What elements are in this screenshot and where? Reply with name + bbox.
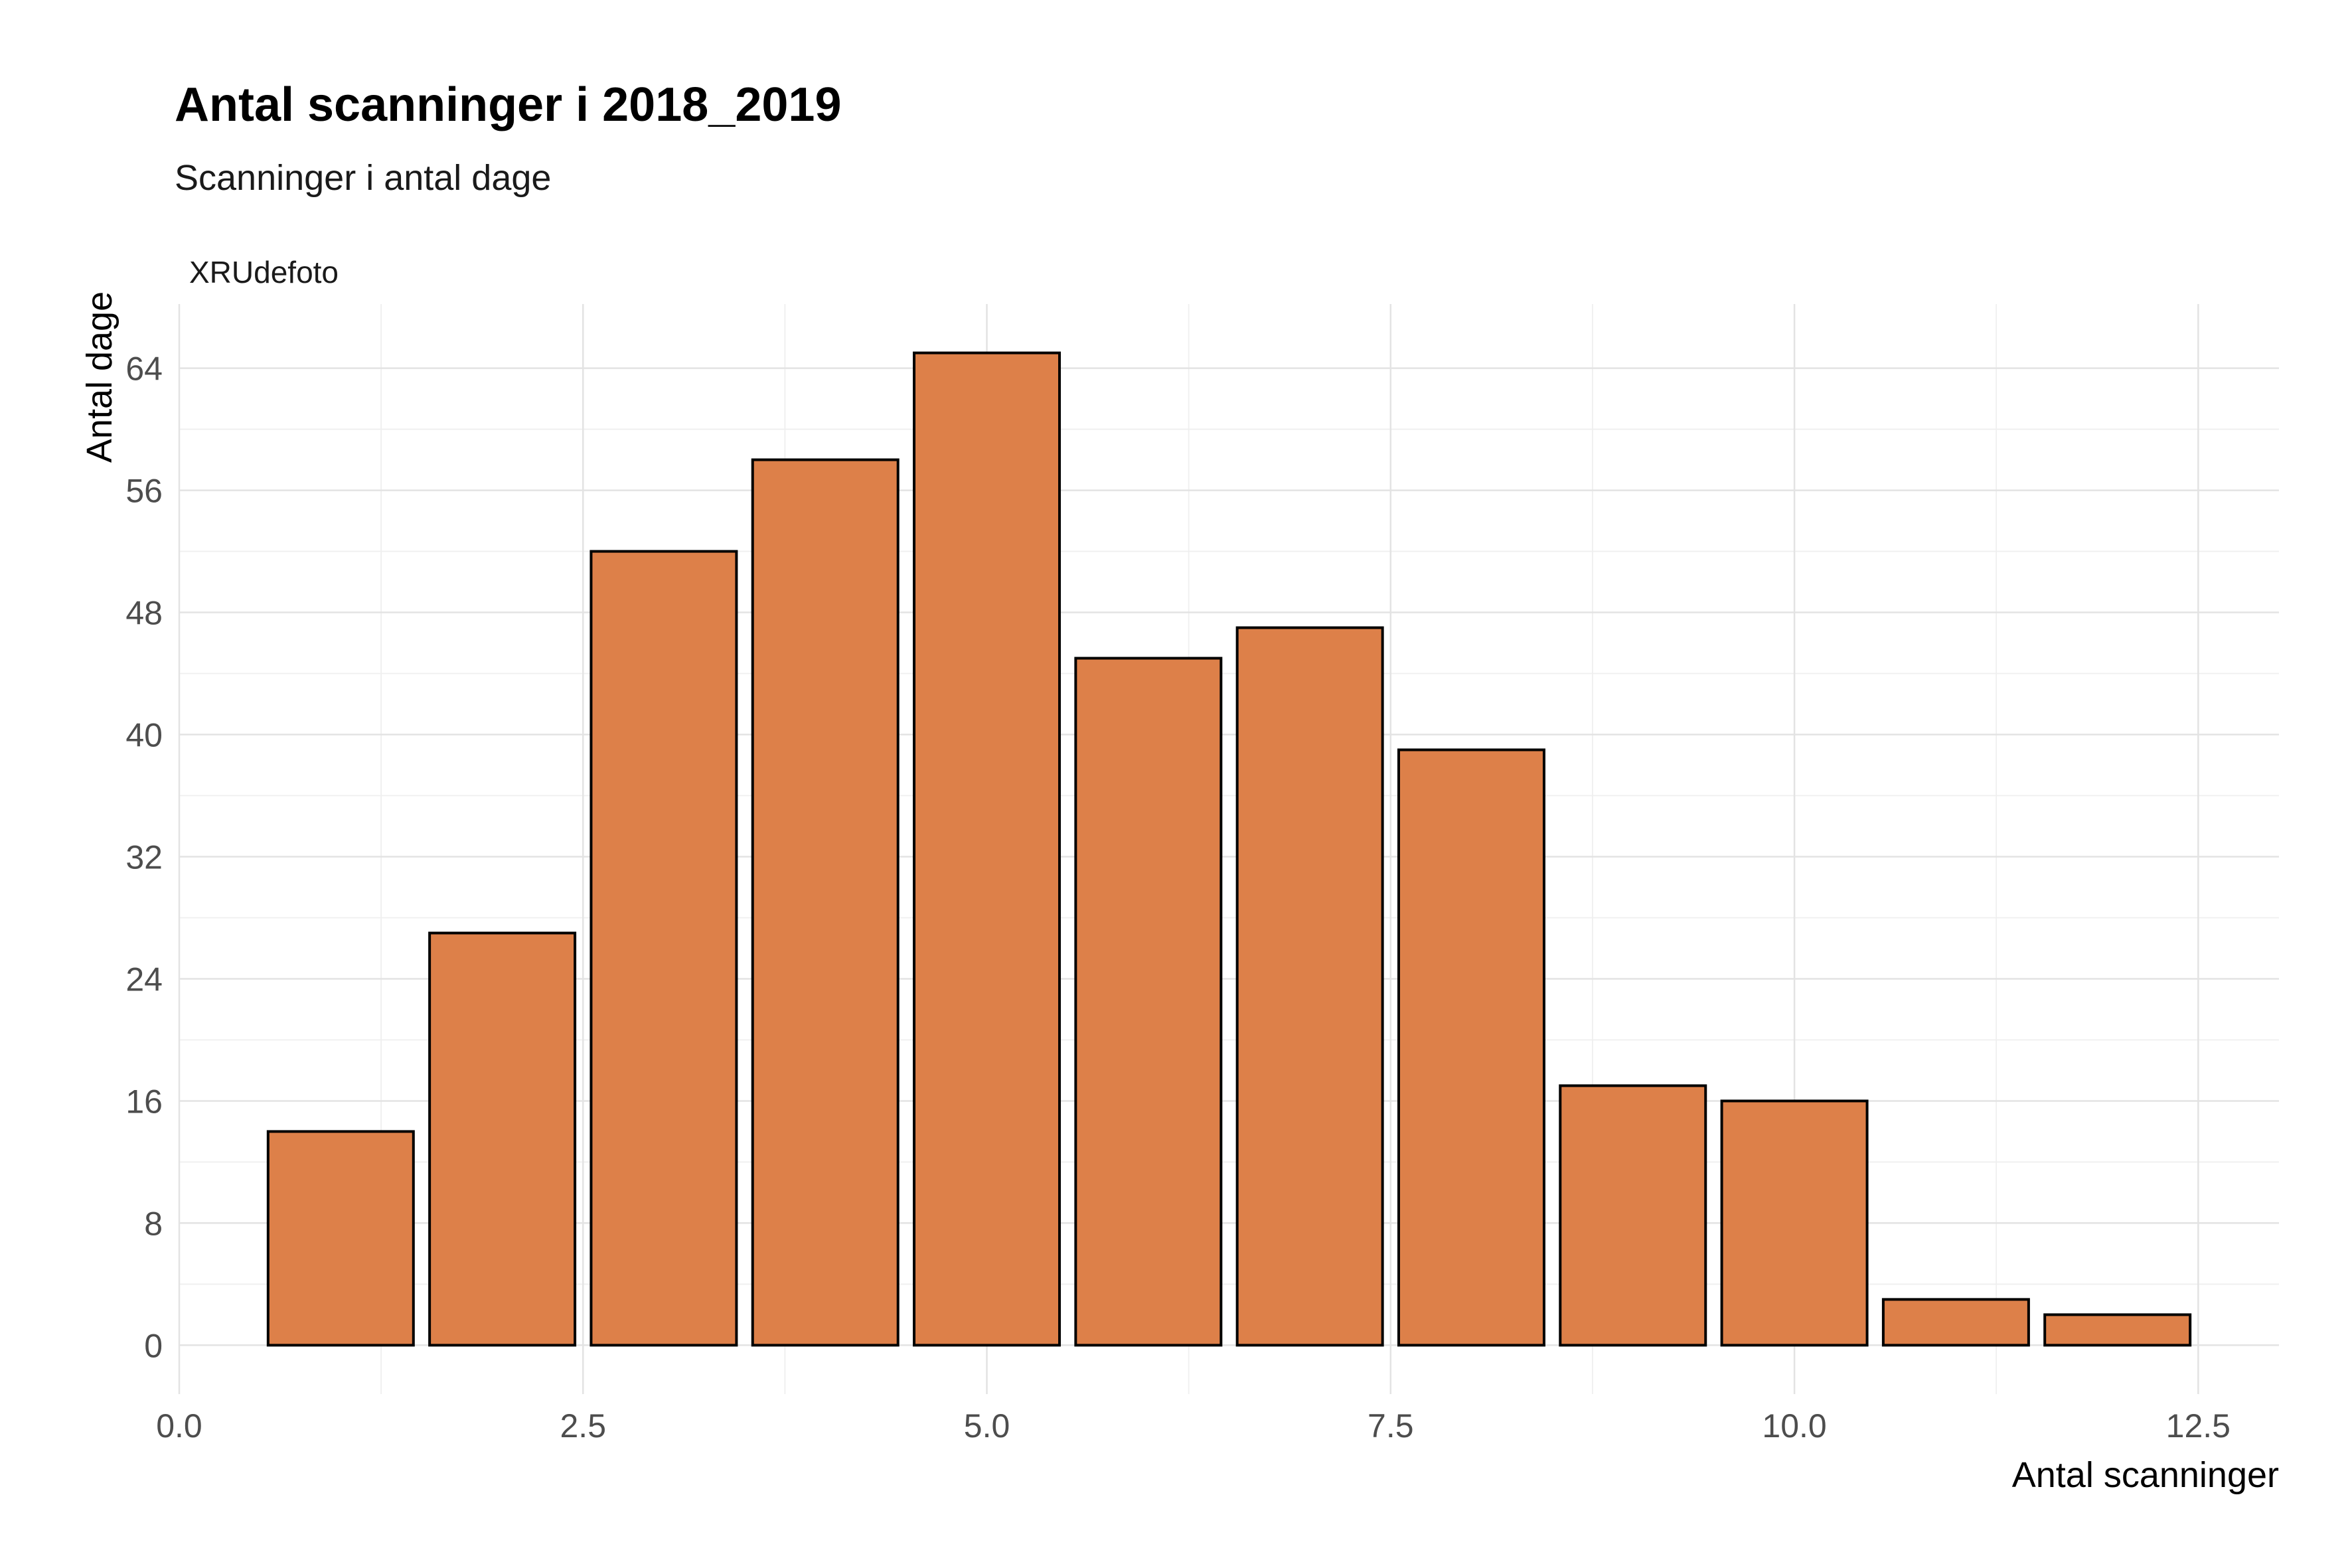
chart-subtitle: Scanninger i antal dage [175,158,551,198]
x-tick-label: 0.0 [156,1407,202,1445]
y-axis-ticks: 0 8 16 24 32 40 48 56 64 [125,351,163,1365]
bar [1881,1298,2030,1347]
bar [1720,1099,1869,1347]
y-axis-title: Antal dage [80,291,119,463]
chart-title: Antal scanninger i 2018_2019 [175,78,842,131]
bar [1559,1084,1707,1347]
bar [913,351,1061,1347]
x-axis-title: Antal scanninger [2012,1455,2279,1495]
bar [1397,748,1545,1347]
x-tick-label: 5.0 [964,1407,1010,1445]
x-tick-label: 7.5 [1368,1407,1414,1445]
y-tick-label: 24 [125,961,163,998]
y-tick-label: 8 [144,1205,163,1242]
y-tick-label: 64 [125,351,163,388]
bar [2043,1313,2192,1347]
bar [1074,657,1223,1347]
y-tick-label: 48 [125,595,163,632]
y-tick-label: 16 [125,1083,163,1120]
y-tick-label: 56 [125,473,163,510]
x-tick-label: 2.5 [560,1407,607,1445]
bar [589,550,738,1347]
y-tick-label: 32 [125,838,163,876]
bars [266,351,2192,1347]
x-axis-ticks: 0.0 2.5 5.0 7.5 10.0 12.5 [156,1407,2231,1445]
bar [1235,626,1384,1347]
facet-label: XRUdefoto [189,255,339,289]
bar [428,931,577,1347]
x-tick-label: 10.0 [1762,1407,1826,1445]
y-tick-label: 40 [125,717,163,754]
bar [751,458,900,1347]
bar [266,1130,415,1347]
y-tick-label: 0 [144,1327,163,1364]
x-tick-label: 12.5 [2166,1407,2231,1445]
